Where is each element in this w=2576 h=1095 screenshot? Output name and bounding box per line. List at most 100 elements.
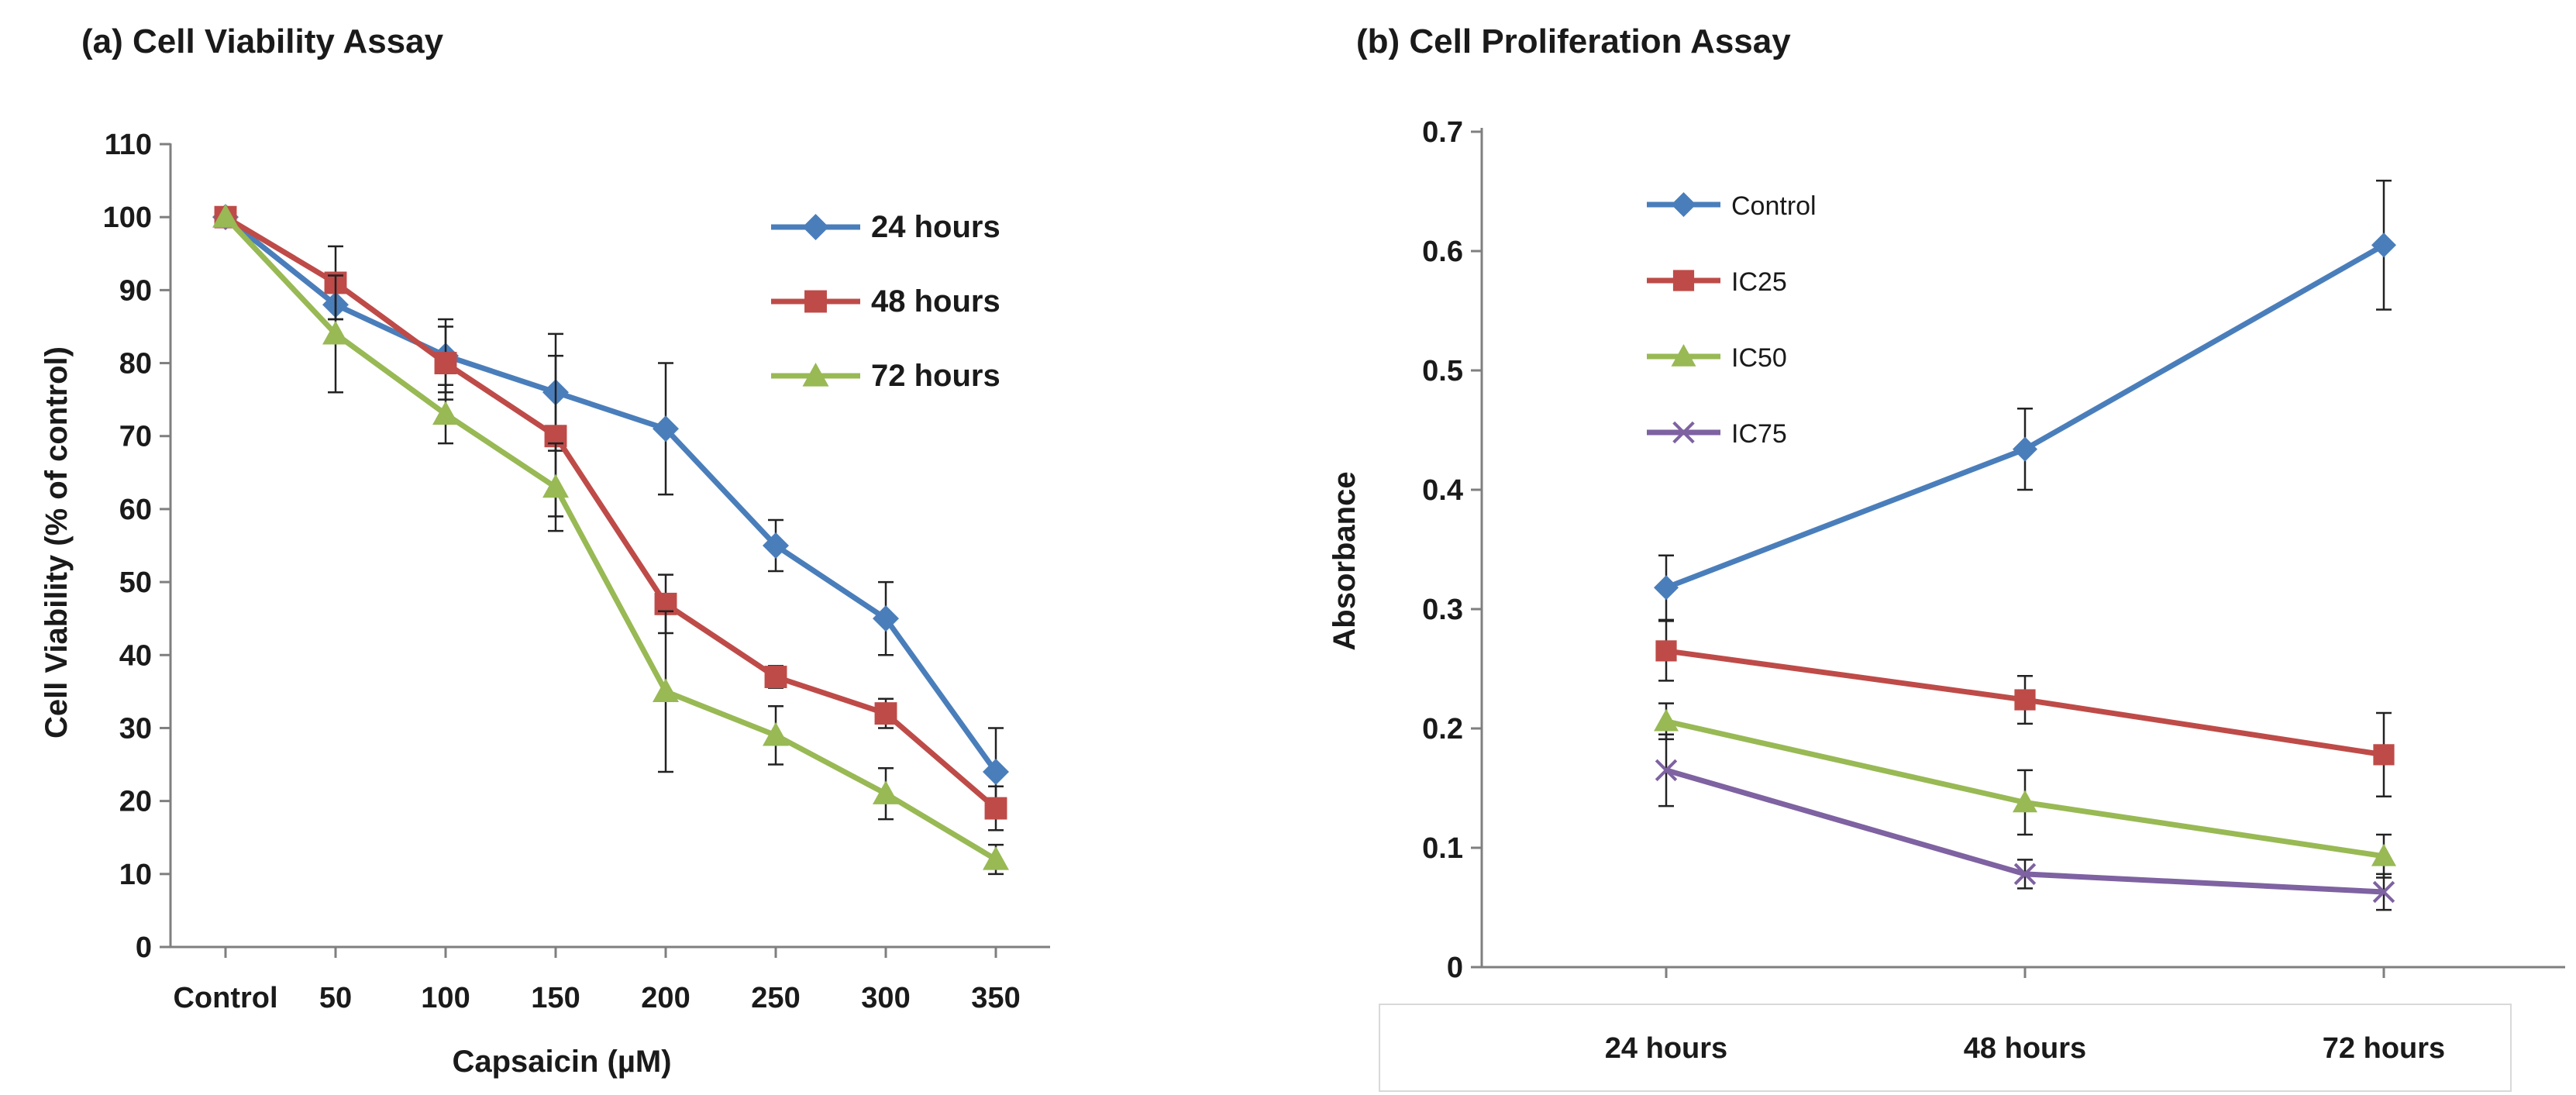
y-tick-label: 110	[105, 129, 152, 161]
data-point	[432, 401, 459, 425]
data-point	[1655, 759, 1678, 782]
y-tick-label: 30	[119, 712, 152, 745]
x-tick-label: 24 hours	[1605, 1032, 1727, 1065]
legend-label: 48 hours	[871, 284, 1000, 319]
data-point	[542, 473, 569, 498]
data-point	[763, 721, 789, 746]
y-tick-label: 0.4	[1422, 474, 1463, 507]
data-point	[2013, 436, 2037, 462]
legend-marker	[1672, 421, 1695, 444]
y-tick-label: 80	[119, 348, 152, 380]
data-point	[2014, 689, 2036, 711]
x-tick-label: 100	[421, 982, 470, 1014]
data-point	[983, 758, 1009, 785]
panel-a-legend: 24 hours 48 hours 72 hours	[771, 210, 1000, 393]
y-tick-label: 40	[119, 639, 152, 672]
legend-item: IC50	[1647, 343, 1787, 373]
x-tick-label: 150	[531, 982, 580, 1014]
panel-b: (b) Cell Proliferation Assay Absorbance …	[1328, 22, 2565, 1092]
data-point	[1654, 575, 1679, 601]
y-tick-label: 60	[119, 494, 152, 526]
legend-item: 48 hours	[771, 284, 1000, 319]
x-tick-label: 48 hours	[1964, 1032, 2086, 1065]
panel-a-x-axis-label: Capsaicin (µM)	[452, 1045, 671, 1079]
legend-item: Control	[1647, 191, 1817, 221]
legend-label: IC50	[1731, 343, 1787, 373]
series-ic75	[1655, 733, 2395, 911]
y-tick-label: 0.6	[1422, 236, 1463, 268]
series-control	[1654, 179, 2396, 622]
y-tick-label: 20	[119, 786, 152, 818]
legend-marker	[1671, 344, 1696, 367]
data-point	[1654, 708, 1679, 732]
data-point	[2013, 790, 2037, 813]
legend-marker	[1671, 192, 1696, 217]
data-point	[653, 415, 679, 442]
y-tick-label: 0.1	[1422, 832, 1463, 865]
data-point	[874, 702, 897, 725]
panel-b-legend: Control IC25 IC50 IC75	[1647, 191, 1817, 449]
legend-item: IC25	[1647, 267, 1787, 297]
x-tick-label: 200	[641, 982, 690, 1014]
panel-a-y-axis-label: Cell Viability (% of control)	[40, 346, 74, 739]
legend-marker	[804, 290, 827, 313]
legend-label: Control	[1731, 191, 1817, 221]
legend-item: 72 hours	[771, 359, 1000, 393]
data-point	[983, 845, 1009, 870]
series-line	[223, 215, 998, 774]
legend-item: IC75	[1647, 419, 1787, 449]
y-tick-label: 90	[119, 274, 152, 307]
panel-b-x-ticks: 24 hours 48 hours 72 hours	[1605, 967, 2445, 1065]
legend-label: 24 hours	[871, 210, 1000, 244]
y-tick-label: 0.5	[1422, 355, 1463, 387]
data-point	[2013, 863, 2037, 886]
y-tick-label: 70	[119, 421, 152, 453]
data-point	[322, 320, 349, 345]
x-tick-label: 50	[319, 982, 352, 1014]
data-point	[212, 204, 239, 228]
legend-marker	[802, 363, 829, 387]
panel-b-category-frame	[1379, 1004, 2512, 1092]
data-point	[764, 666, 787, 688]
panel-b-title: (b) Cell Proliferation Assay	[1356, 22, 1791, 60]
data-point	[1655, 640, 1677, 662]
series-ic50	[1654, 702, 2396, 879]
series-ic25	[1655, 620, 2395, 798]
legend-item: 24 hours	[771, 210, 1000, 244]
legend-label: 72 hours	[871, 359, 1000, 393]
data-point	[2371, 232, 2396, 258]
data-point	[2373, 744, 2395, 766]
legend-marker	[802, 214, 829, 240]
y-tick-label: 100	[103, 201, 152, 234]
x-tick-label: Control	[173, 982, 277, 1014]
panel-b-series	[1654, 179, 2396, 911]
legend-marker	[1672, 270, 1695, 291]
y-tick-label: 0.7	[1422, 116, 1463, 149]
series-line	[223, 215, 997, 862]
data-point	[763, 532, 789, 559]
y-tick-label: 0.3	[1422, 594, 1463, 626]
data-point	[873, 780, 899, 804]
data-point	[434, 352, 457, 374]
panel-a-y-ticks: 0 10 20 30 40 50 60 70 80 90 100 110	[103, 129, 170, 964]
x-tick-label: 250	[751, 982, 800, 1014]
data-point	[984, 797, 1007, 820]
x-tick-label: 300	[861, 982, 910, 1014]
data-point	[653, 678, 679, 702]
y-tick-label: 0.2	[1422, 713, 1463, 745]
series-line	[224, 215, 998, 811]
legend-label: IC25	[1731, 267, 1787, 297]
x-tick-label: 72 hours	[2323, 1032, 2445, 1065]
y-tick-label: 10	[119, 859, 152, 891]
panel-a: (a) Cell Viability Assay Cell Viability …	[40, 22, 1050, 1079]
series-72-hours	[212, 204, 1009, 876]
y-tick-label: 0	[136, 931, 152, 964]
panel-a-title: (a) Cell Viability Assay	[81, 22, 444, 60]
data-point	[2371, 843, 2396, 866]
y-tick-label: 50	[119, 566, 152, 599]
y-tick-label: 0	[1447, 952, 1463, 984]
x-tick-label: 350	[971, 982, 1020, 1014]
panel-b-y-ticks: 0 0.1 0.2 0.3 0.4 0.5 0.6 0.7	[1422, 116, 1482, 984]
panel-a-x-ticks: Control 50 100 150 200 250 300 350	[173, 947, 1021, 1014]
